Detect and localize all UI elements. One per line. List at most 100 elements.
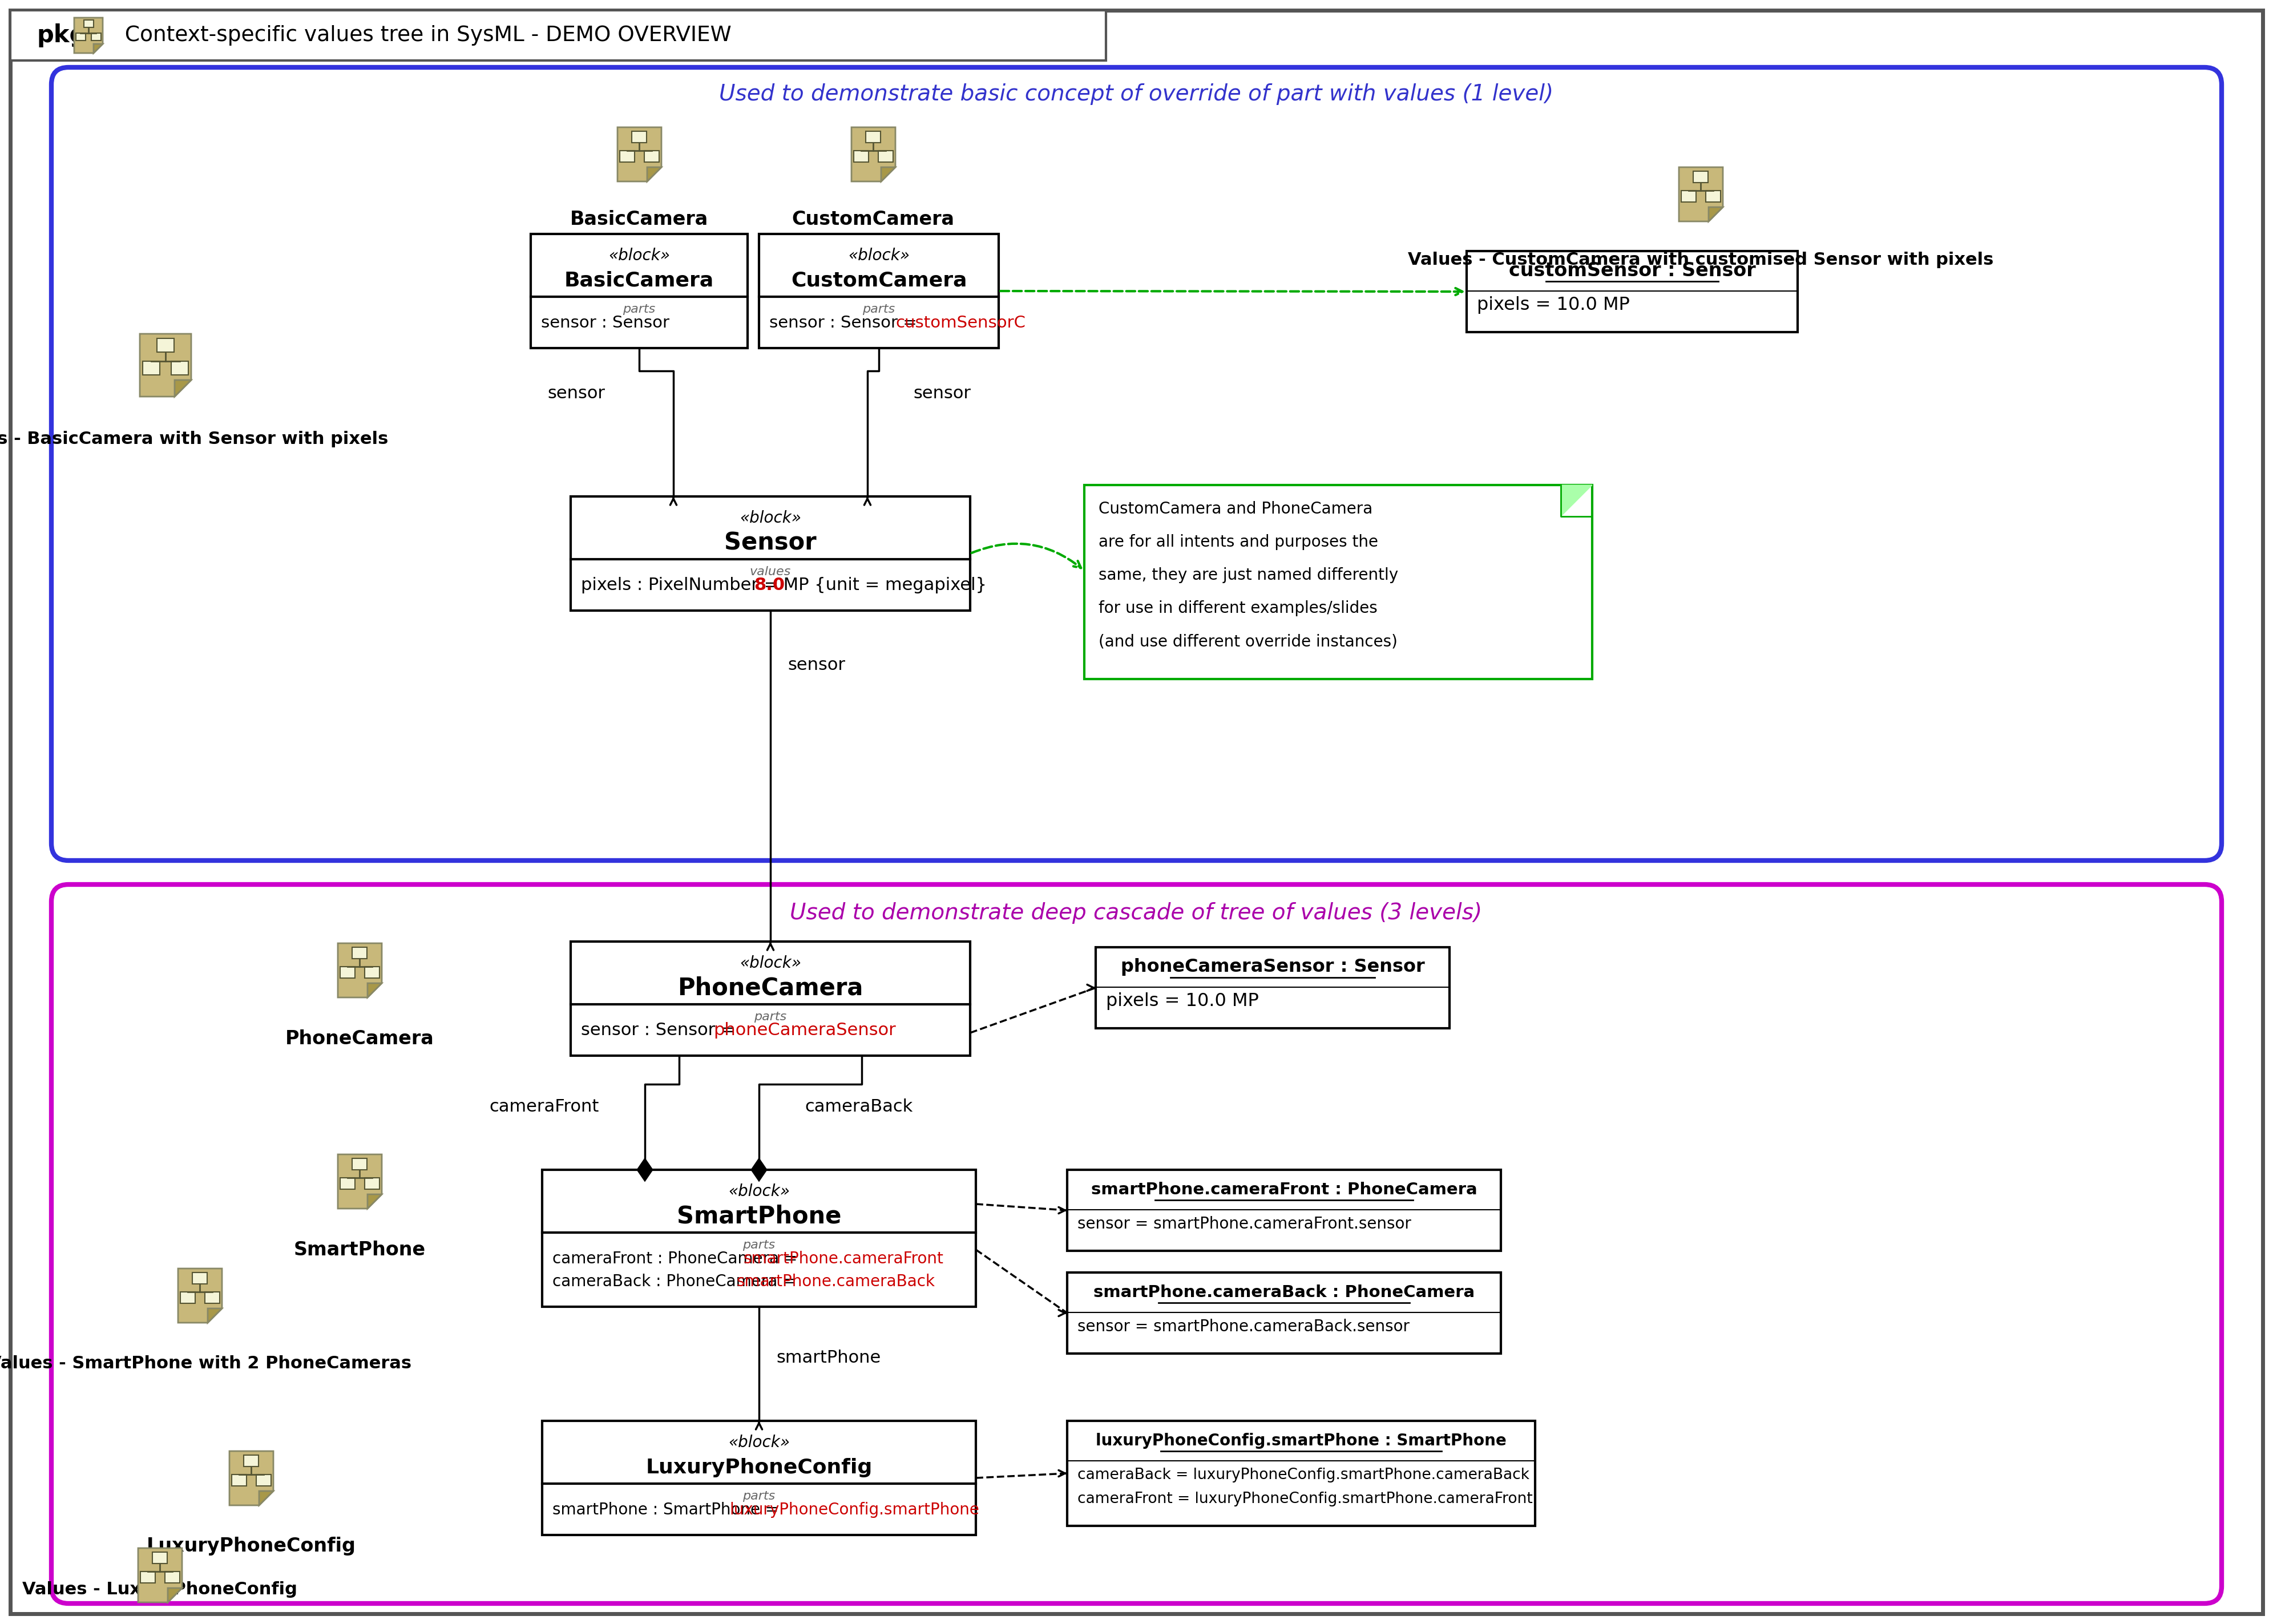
Bar [11,10,1107,60]
Text: sensor: sensor [914,385,971,403]
Text: (and use different override instances): (and use different override instances) [1098,633,1398,650]
Text: for use in different examples/slides: for use in different examples/slides [1098,601,1377,615]
Bar [257,1475,270,1486]
Bar [543,1421,975,1535]
Bar [877,151,893,162]
Text: pkg: pkg [36,23,86,47]
Text: PhoneCamera: PhoneCamera [677,976,864,1000]
Text: sensor = smartPhone.cameraFront.sensor: sensor = smartPhone.cameraFront.sensor [1077,1216,1412,1233]
Polygon shape [368,1194,382,1208]
Text: customSensorC: customSensorC [896,315,1025,331]
Bar [530,234,748,348]
Text: smartPhone.cameraBack: smartPhone.cameraBack [736,1273,934,1289]
Text: cameraFront : PhoneCamera =: cameraFront : PhoneCamera = [552,1250,802,1267]
Bar [243,1455,259,1466]
Polygon shape [168,1588,182,1603]
Polygon shape [618,127,661,182]
Text: phoneCameraSensor: phoneCameraSensor [714,1021,896,1039]
Text: smartPhone.cameraFront : PhoneCamera: smartPhone.cameraFront : PhoneCamera [1091,1182,1477,1199]
Text: sensor : Sensor =: sensor : Sensor = [582,1021,741,1039]
Text: Context-specific values tree in SysML - DEMO OVERVIEW: Context-specific values tree in SysML - … [111,24,732,45]
Bar [75,32,86,41]
Bar [621,151,634,162]
Polygon shape [852,127,896,182]
Text: Values - CustomCamera with customised Sensor with pixels: Values - CustomCamera with customised Se… [1407,252,1993,268]
Text: pixels : PixelNumber =: pixels : PixelNumber = [582,577,784,594]
Text: «block»: «block» [609,247,671,263]
Text: MP {unit = megapixel}: MP {unit = megapixel} [777,577,986,594]
Bar [643,151,659,162]
Bar [364,966,380,978]
Text: parts: parts [743,1239,775,1250]
Text: parts: parts [623,304,655,315]
Text: «block»: «block» [739,955,800,971]
Polygon shape [141,335,191,396]
Bar [1682,190,1696,201]
Polygon shape [648,167,661,182]
Text: luxuryPhoneConfig.smartPhone : SmartPhone: luxuryPhoneConfig.smartPhone : SmartPhon… [1096,1432,1507,1449]
Bar [341,1177,355,1189]
Text: BasicCamera: BasicCamera [564,271,714,291]
Text: are for all intents and purposes the: are for all intents and purposes the [1098,534,1377,551]
Bar [543,1169,975,1307]
Text: «block»: «block» [727,1184,789,1200]
Text: same, they are just named differently: same, they are just named differently [1098,567,1398,583]
Text: phoneCameraSensor : Sensor: phoneCameraSensor : Sensor [1121,958,1425,976]
Text: values: values [750,567,791,578]
Bar [571,942,971,1056]
Text: «block»: «block» [739,510,800,526]
Polygon shape [177,1268,223,1322]
Polygon shape [230,1452,273,1505]
Text: BasicCamera: BasicCamera [571,209,709,229]
Text: Used to demonstrate basic concept of override of part with values (1 level): Used to demonstrate basic concept of ove… [718,83,1552,106]
Bar [855,151,868,162]
Text: sensor : Sensor: sensor : Sensor [541,315,671,331]
Bar [152,1553,168,1564]
Bar [1066,1169,1500,1250]
Text: CustomCamera: CustomCamera [791,209,955,229]
Text: parts: parts [743,1491,775,1502]
Bar [91,32,100,41]
Text: LuxuryPhoneConfig: LuxuryPhoneConfig [646,1458,873,1478]
Bar [1066,1421,1534,1527]
Bar [1705,190,1721,201]
Polygon shape [636,1160,652,1181]
Text: sensor: sensor [548,385,605,403]
Bar [1096,947,1450,1028]
Text: luxuryPhoneConfig.smartPhone: luxuryPhoneConfig.smartPhone [730,1502,980,1518]
Bar [84,19,93,28]
Text: LuxuryPhoneConfig: LuxuryPhoneConfig [145,1536,357,1556]
Text: cameraBack = luxuryPhoneConfig.smartPhone.cameraBack: cameraBack = luxuryPhoneConfig.smartPhon… [1077,1468,1530,1483]
Text: Values - SmartPhone with 2 PhoneCameras: Values - SmartPhone with 2 PhoneCameras [0,1356,411,1372]
Bar [352,947,366,958]
Text: CustomCamera and PhoneCamera: CustomCamera and PhoneCamera [1098,502,1373,516]
Bar [143,361,159,375]
Text: parts: parts [861,304,896,315]
Bar [866,132,880,143]
Text: Values - LuxuryPhoneConfig: Values - LuxuryPhoneConfig [23,1582,298,1598]
Text: 8.0: 8.0 [755,577,784,594]
Text: parts: parts [755,1012,786,1023]
Text: SmartPhone: SmartPhone [677,1205,841,1229]
Bar [759,234,998,348]
Text: cameraBack : PhoneCamera =: cameraBack : PhoneCamera = [552,1273,800,1289]
Bar [341,966,355,978]
Bar [205,1293,220,1304]
Polygon shape [339,944,382,997]
Bar [157,338,175,352]
Bar [364,1177,380,1189]
Text: Values - BasicCamera with Sensor with pixels: Values - BasicCamera with Sensor with pi… [0,430,389,448]
FancyBboxPatch shape [52,67,2221,861]
Polygon shape [752,1160,766,1181]
Text: SmartPhone: SmartPhone [293,1241,425,1259]
Text: smartPhone.cameraFront: smartPhone.cameraFront [743,1250,943,1267]
Text: smartPhone: smartPhone [775,1350,880,1366]
Bar [170,361,189,375]
Polygon shape [207,1309,223,1322]
Text: cameraFront = luxuryPhoneConfig.smartPhone.cameraFront: cameraFront = luxuryPhoneConfig.smartPho… [1077,1491,1532,1507]
Bar [1466,252,1798,331]
Text: customSensor : Sensor: customSensor : Sensor [1509,261,1755,281]
Text: Used to demonstrate deep cascade of tree of values (3 levels): Used to demonstrate deep cascade of tree… [791,903,1482,924]
Text: CustomCamera: CustomCamera [791,271,966,291]
Text: pixels = 10.0 MP: pixels = 10.0 MP [1107,992,1259,1010]
